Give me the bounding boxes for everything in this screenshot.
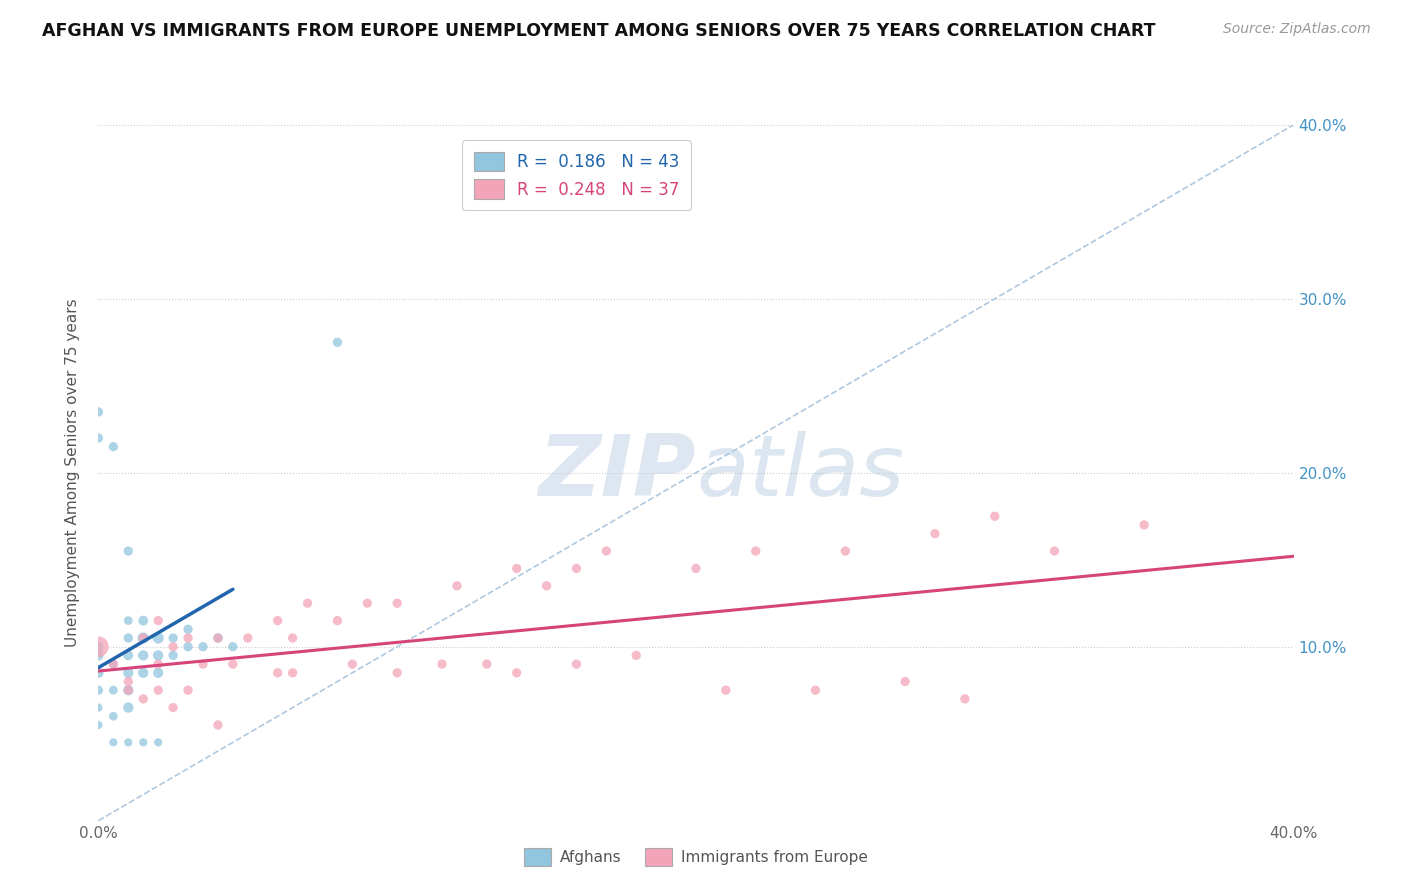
Point: [385, 665, 409, 680]
Point: [87, 683, 110, 698]
Point: [626, 648, 648, 663]
Point: [207, 631, 229, 645]
Point: [191, 657, 214, 671]
Point: [924, 526, 946, 541]
Point: [148, 735, 170, 749]
Point: [148, 648, 170, 663]
Point: [117, 700, 139, 714]
Point: [236, 631, 259, 645]
Point: [430, 657, 453, 671]
Point: [103, 709, 125, 723]
Point: [745, 544, 768, 558]
Point: [103, 657, 125, 671]
Point: [162, 640, 184, 654]
Point: [87, 700, 110, 714]
Point: [281, 665, 304, 680]
Point: [595, 544, 617, 558]
Point: [117, 674, 139, 689]
Point: [132, 631, 155, 645]
Text: atlas: atlas: [696, 431, 904, 515]
Point: [148, 665, 170, 680]
Point: [894, 674, 917, 689]
Point: [87, 648, 110, 663]
Point: [536, 579, 558, 593]
Point: [117, 665, 139, 680]
Point: [87, 640, 110, 654]
Point: [148, 657, 170, 671]
Point: [132, 614, 155, 628]
Point: [326, 335, 349, 350]
Point: [565, 561, 588, 575]
Point: [117, 648, 139, 663]
Point: [565, 657, 588, 671]
Point: [207, 718, 229, 732]
Point: [103, 735, 125, 749]
Point: [356, 596, 378, 610]
Point: [117, 683, 139, 698]
Point: [117, 683, 139, 698]
Point: [506, 561, 529, 575]
Point: [685, 561, 707, 575]
Point: [87, 665, 110, 680]
Point: [207, 631, 229, 645]
Point: [714, 683, 737, 698]
Point: [117, 735, 139, 749]
Point: [162, 631, 184, 645]
Point: [177, 640, 200, 654]
Point: [132, 735, 155, 749]
Y-axis label: Unemployment Among Seniors over 75 years: Unemployment Among Seniors over 75 years: [65, 299, 80, 647]
Point: [132, 665, 155, 680]
Point: [1043, 544, 1066, 558]
Point: [177, 683, 200, 698]
Point: [222, 657, 245, 671]
Point: [506, 665, 529, 680]
Point: [326, 614, 349, 628]
Point: [177, 623, 200, 637]
Point: [191, 640, 214, 654]
Point: [103, 440, 125, 454]
Point: [117, 631, 139, 645]
Point: [446, 579, 468, 593]
Point: [385, 596, 409, 610]
Point: [267, 614, 290, 628]
Point: [103, 657, 125, 671]
Point: [148, 683, 170, 698]
Point: [132, 692, 155, 706]
Point: [267, 665, 290, 680]
Legend: Afghans, Immigrants from Europe: Afghans, Immigrants from Europe: [517, 842, 875, 872]
Text: ZIP: ZIP: [538, 431, 696, 515]
Point: [87, 718, 110, 732]
Point: [162, 700, 184, 714]
Point: [148, 631, 170, 645]
Point: [1133, 517, 1156, 532]
Point: [222, 640, 245, 654]
Point: [177, 631, 200, 645]
Point: [984, 509, 1007, 524]
Text: AFGHAN VS IMMIGRANTS FROM EUROPE UNEMPLOYMENT AMONG SENIORS OVER 75 YEARS CORREL: AFGHAN VS IMMIGRANTS FROM EUROPE UNEMPLO…: [42, 22, 1156, 40]
Point: [342, 657, 364, 671]
Point: [475, 657, 498, 671]
Point: [117, 614, 139, 628]
Point: [953, 692, 976, 706]
Point: [804, 683, 827, 698]
Point: [87, 640, 110, 654]
Point: [281, 631, 304, 645]
Point: [834, 544, 856, 558]
Point: [162, 648, 184, 663]
Point: [132, 648, 155, 663]
Point: [117, 544, 139, 558]
Point: [103, 683, 125, 698]
Point: [87, 405, 110, 419]
Point: [297, 596, 319, 610]
Point: [87, 431, 110, 445]
Point: [148, 614, 170, 628]
Text: Source: ZipAtlas.com: Source: ZipAtlas.com: [1223, 22, 1371, 37]
Point: [132, 631, 155, 645]
